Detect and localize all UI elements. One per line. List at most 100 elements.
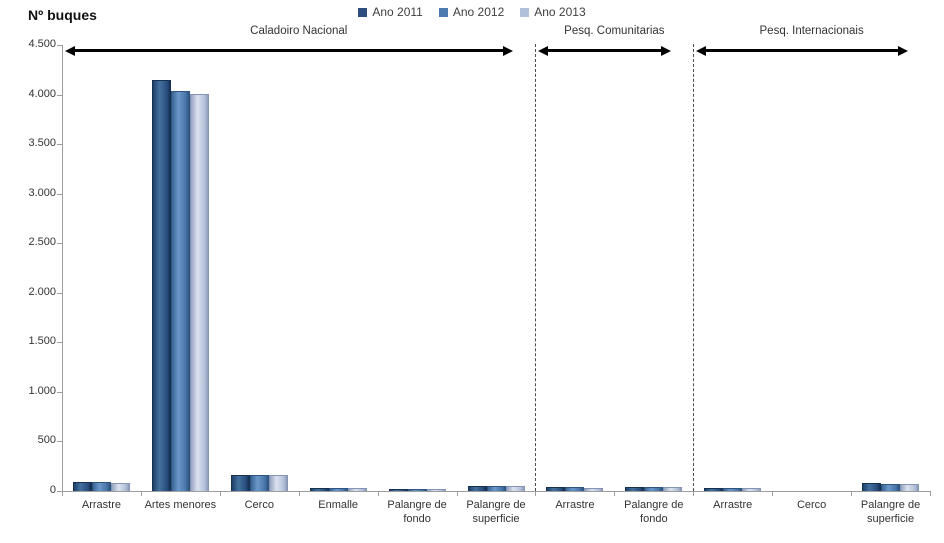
plot-area [62, 45, 930, 491]
y-tick-mark [57, 45, 62, 46]
arrow-head-right-icon [503, 45, 514, 56]
arrow-head-left-icon [65, 45, 75, 56]
double-arrow-icon [696, 45, 908, 56]
arrow-head-left-icon [538, 45, 549, 56]
x-tick-mark [62, 492, 63, 496]
y-tick-mark [57, 193, 62, 195]
y-tick-label: 0 [49, 484, 56, 496]
section-label: Caladoiro Nacional [250, 25, 348, 37]
bar [189, 93, 209, 491]
y-tick-mark [57, 243, 62, 245]
bar [249, 475, 269, 491]
bar [426, 489, 446, 491]
x-category-label: Enmalle [318, 499, 359, 511]
x-tick-mark [930, 492, 931, 496]
section-label: Pesq. Comunitarias [564, 25, 665, 37]
x-category-label: Arrastre [555, 499, 595, 511]
x-category-label: Palangre de fondo [387, 499, 447, 525]
arrow-shaft [548, 49, 662, 52]
x-category-label: Artes menores [144, 499, 217, 511]
arrow-head-right-icon [897, 45, 908, 56]
bar [170, 90, 190, 491]
x-category-label: Arrastre [713, 499, 753, 511]
bar [328, 487, 348, 491]
x-category-label: Arrastre [81, 499, 122, 511]
x-tick-mark [456, 492, 458, 496]
bar [584, 487, 604, 491]
x-tick-mark [614, 492, 616, 496]
x-category-label: Cerco [244, 499, 274, 511]
y-tick-label: 4.000 [28, 87, 56, 100]
double-arrow-icon [538, 45, 672, 56]
bar [625, 486, 645, 491]
legend-label: Ano 2013 [534, 5, 586, 19]
x-tick-mark [298, 492, 300, 496]
legend-label: Ano 2012 [452, 5, 505, 19]
bar [110, 482, 130, 491]
x-category-label: Palangre de superficie [466, 499, 526, 525]
bar [268, 475, 288, 491]
bar [881, 483, 901, 491]
bar [347, 488, 367, 491]
section-separator [693, 44, 695, 491]
bar [388, 489, 408, 491]
x-axis-line [62, 491, 931, 492]
x-tick-mark [772, 492, 774, 496]
bar [407, 489, 427, 491]
arrow-head-right-icon [661, 45, 672, 56]
y-tick-label: 3.500 [28, 137, 56, 150]
arrow-shaft [75, 49, 504, 52]
legend: Ano 2011 Ano 2012 Ano 2013 [0, 5, 944, 19]
bar [91, 482, 111, 491]
bar [900, 483, 920, 491]
legend-item: Ano 2011 [358, 5, 423, 19]
y-axis-line [62, 45, 63, 492]
y-tick-mark [57, 144, 62, 146]
bar [565, 487, 585, 491]
bar [742, 488, 762, 491]
y-tick-mark [57, 491, 62, 492]
bar [151, 79, 171, 491]
legend-swatch-icon [520, 7, 530, 17]
bar [467, 485, 487, 491]
x-category-label: Palangre de superficie [860, 499, 921, 525]
bar [862, 483, 882, 491]
y-tick-mark [57, 292, 62, 294]
bar [486, 485, 506, 491]
double-arrow-icon [65, 45, 514, 56]
chart-title: Nº buques [28, 7, 97, 23]
y-tick-mark [57, 342, 62, 344]
y-tick-label: 1.500 [28, 335, 56, 348]
bar [663, 487, 683, 491]
y-tick-label: 4.500 [28, 38, 56, 50]
y-tick-label: 2.000 [28, 285, 56, 298]
section-label: Pesq. Internacionais [759, 25, 864, 37]
bar [644, 486, 664, 491]
bar [505, 485, 525, 491]
y-tick-label: 3.000 [28, 186, 56, 199]
legend-swatch-icon [438, 7, 448, 17]
x-tick-mark [377, 492, 379, 496]
arrow-head-left-icon [696, 45, 707, 56]
x-category-label: Palangre de fondo [624, 499, 684, 525]
x-tick-mark [219, 492, 221, 496]
legend-item: Ano 2013 [520, 5, 586, 19]
x-tick-mark [535, 492, 537, 496]
bar [72, 482, 92, 491]
y-tick-mark [57, 391, 62, 393]
y-tick-label: 2.500 [28, 236, 56, 249]
y-tick-label: 1.000 [28, 384, 56, 397]
legend-item: Ano 2012 [438, 5, 505, 19]
arrow-shaft [706, 49, 898, 52]
x-tick-mark [693, 492, 695, 496]
legend-swatch-icon [358, 7, 368, 17]
bar [309, 487, 329, 491]
x-tick-mark [851, 492, 853, 496]
y-tick-mark [57, 94, 62, 96]
section-separator [535, 44, 537, 491]
bar [230, 474, 250, 491]
y-tick-mark [57, 441, 62, 443]
bar [723, 488, 743, 491]
x-category-label: Cerco [796, 499, 827, 511]
